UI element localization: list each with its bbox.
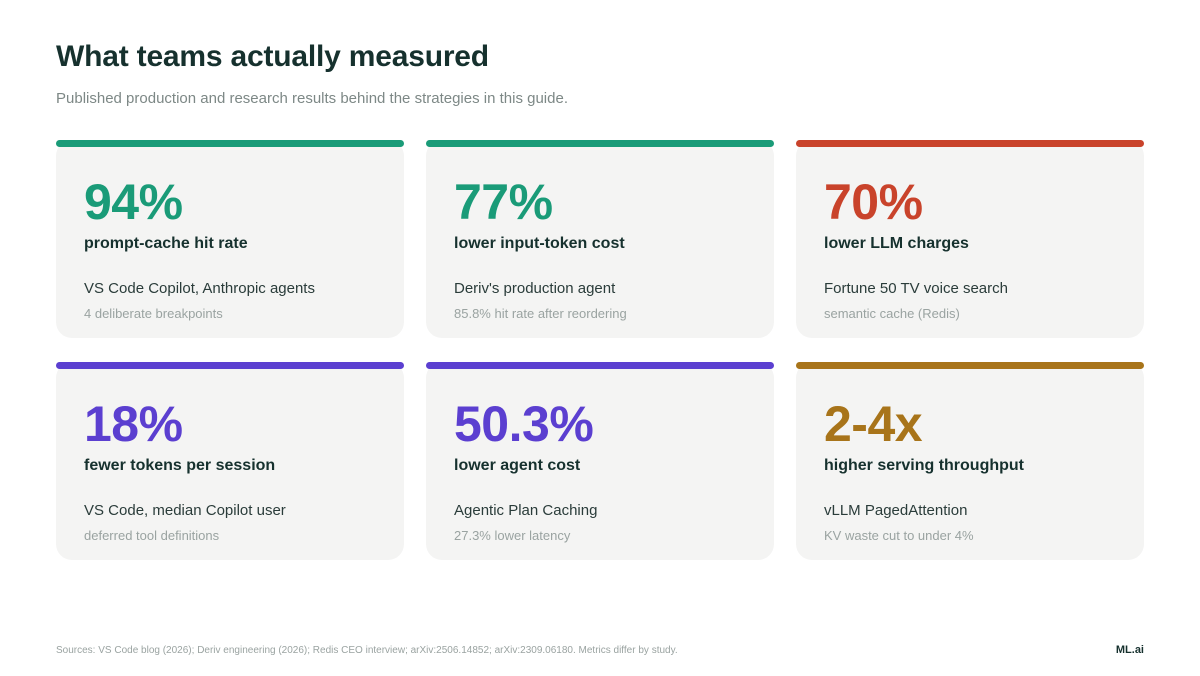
metric-source: VS Code, median Copilot user (84, 502, 286, 519)
metric-value: 77% (454, 174, 553, 230)
metric-value: 18% (84, 396, 183, 452)
metric-note: deferred tool definitions (84, 528, 220, 543)
metric-card-serving-throughput: 2-4x higher serving throughput vLLM Page… (796, 362, 1144, 560)
metric-source: vLLM PagedAttention (824, 502, 968, 519)
card-accent-bar (426, 362, 774, 369)
metric-label: higher serving throughput (824, 457, 1024, 474)
metric-label: lower input-token cost (454, 235, 625, 252)
metric-source: Agentic Plan Caching (454, 502, 598, 519)
page-subtitle: Published production and research result… (56, 90, 568, 107)
metric-note: 27.3% lower latency (454, 528, 571, 543)
metric-value: 94% (84, 174, 183, 230)
card-accent-bar (56, 140, 404, 147)
metric-label: fewer tokens per session (84, 457, 276, 474)
metric-value: 70% (824, 174, 923, 230)
metric-card-tokens-per-session: 18% fewer tokens per session VS Code, me… (56, 362, 404, 560)
metric-card-input-token-cost: 77% lower input-token cost Deriv's produ… (426, 140, 774, 338)
metric-note: 85.8% hit rate after reordering (454, 306, 627, 321)
page-title: What teams actually measured (56, 40, 489, 73)
card-accent-bar (796, 140, 1144, 147)
metric-card-prompt-cache: 94% prompt-cache hit rate VS Code Copilo… (56, 140, 404, 338)
sources-footnote: Sources: VS Code blog (2026); Deriv engi… (56, 645, 678, 656)
card-accent-bar (796, 362, 1144, 369)
metric-source: Fortune 50 TV voice search (824, 280, 1008, 297)
card-accent-bar (56, 362, 404, 369)
metric-value: 2-4x (824, 396, 923, 452)
metric-note: 4 deliberate breakpoints (84, 306, 223, 321)
metric-note: semantic cache (Redis) (824, 306, 960, 321)
metric-card-agent-cost: 50.3% lower agent cost Agentic Plan Cach… (426, 362, 774, 560)
brand-logo: ML.ai (1115, 644, 1144, 656)
metric-value: 50.3% (454, 396, 594, 452)
card-accent-bar (426, 140, 774, 147)
metric-source: Deriv's production agent (454, 280, 616, 297)
metric-label: lower agent cost (454, 457, 581, 474)
metric-card-llm-charges: 70% lower LLM charges Fortune 50 TV voic… (796, 140, 1144, 338)
metric-source: VS Code Copilot, Anthropic agents (84, 280, 315, 297)
metric-note: KV waste cut to under 4% (824, 528, 974, 543)
metric-label: prompt-cache hit rate (84, 235, 248, 252)
metric-label: lower LLM charges (824, 235, 969, 252)
